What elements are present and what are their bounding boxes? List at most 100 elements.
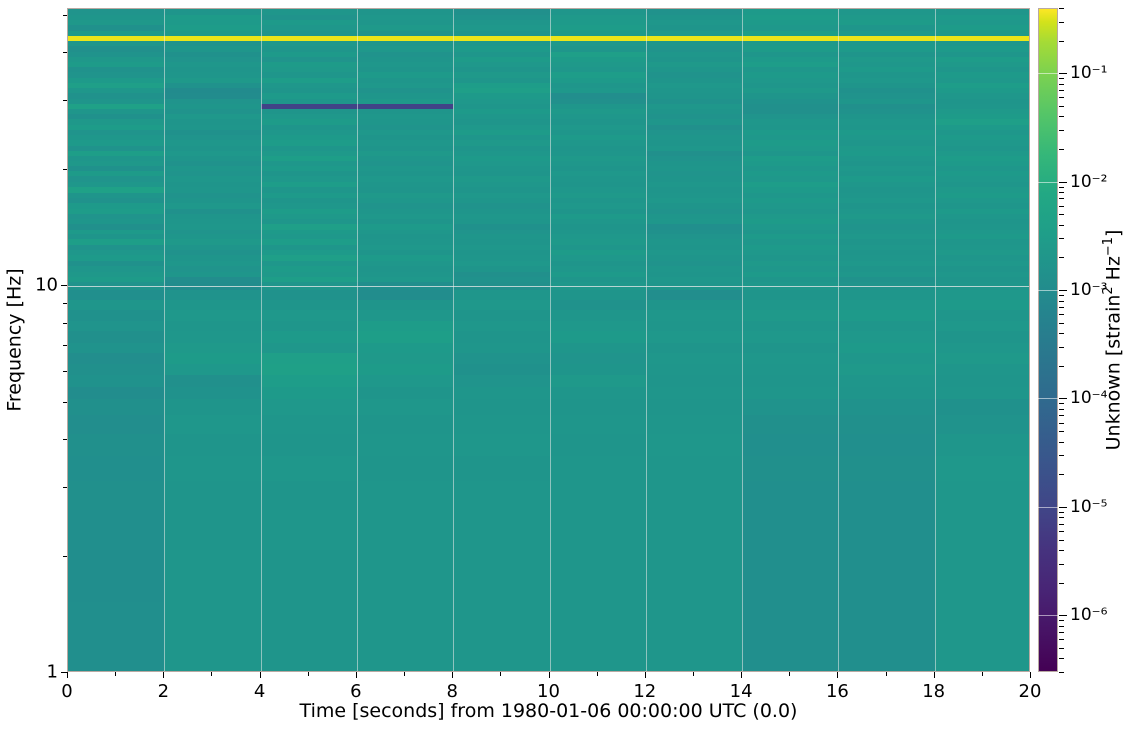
heatmap-cell — [260, 35, 358, 42]
heatmap-cell — [164, 399, 262, 416]
heatmap-cell — [453, 374, 551, 388]
heatmap-cell — [68, 310, 165, 322]
heatmap-cell — [549, 255, 647, 262]
heatmap-cell — [453, 160, 551, 167]
heatmap-cell — [164, 72, 262, 79]
y-axis-minor-tick — [63, 302, 67, 304]
heatmap-cell — [645, 234, 743, 240]
heatmap-cell — [164, 249, 262, 257]
heatmap-cell — [260, 56, 358, 63]
heatmap-cell — [742, 342, 839, 355]
heatmap-cell — [356, 601, 454, 671]
heatmap-cell — [164, 9, 262, 16]
heatmap-cell — [356, 255, 454, 262]
heatmap-cell — [742, 601, 839, 671]
heatmap-cell — [453, 187, 551, 194]
heatmap-cell — [838, 266, 936, 273]
heatmap-cell — [838, 160, 936, 167]
heatmap-cell — [453, 171, 551, 178]
heatmap-cell — [164, 218, 262, 225]
colorbar-minor-tick — [1059, 90, 1064, 92]
heatmap-cell — [260, 77, 358, 84]
heatmap-cell — [838, 203, 936, 210]
heatmap-cell — [549, 124, 647, 131]
colorbar-minor-tick — [1059, 322, 1064, 324]
heatmap-cell — [934, 281, 1029, 291]
x-axis-major-tick — [548, 672, 550, 678]
heatmap-cell — [934, 255, 1029, 262]
x-axis: 0 2 4 6 8 10 12 14 16 18 20 — [61, 672, 1041, 702]
heatmap-cell — [260, 150, 358, 157]
time-gridline — [838, 9, 840, 671]
heatmap-cell — [742, 124, 839, 131]
heatmap-cell — [453, 208, 551, 215]
heatmap-cell — [260, 342, 358, 355]
x-axis-tick-label: 16 — [825, 681, 849, 702]
heatmap-cell — [645, 261, 743, 267]
heatmap-cell — [453, 62, 551, 68]
heatmap-cell — [68, 331, 165, 344]
colorbar-minor-tick — [1059, 8, 1064, 9]
x-axis-major-tick — [741, 672, 743, 678]
heatmap-cell — [645, 266, 743, 273]
heatmap-cell — [164, 155, 262, 162]
heatmap-cell — [934, 62, 1029, 68]
heatmap-cell — [645, 414, 743, 435]
heatmap-cell — [260, 455, 358, 482]
heatmap-cell — [68, 41, 165, 47]
heatmap-cell — [934, 455, 1029, 482]
heatmap-cell — [645, 135, 743, 141]
heatmap-cell — [260, 255, 358, 262]
colorbar-major-tick — [1059, 290, 1067, 292]
heatmap-cell — [356, 281, 454, 291]
heatmap-cell — [742, 82, 839, 89]
heatmap-cell — [356, 181, 454, 188]
heatmap-cell — [549, 62, 647, 68]
heatmap-cell — [934, 374, 1029, 388]
colorbar-minor-tick — [1059, 455, 1064, 457]
heatmap-cell — [934, 271, 1029, 278]
heatmap-cell — [356, 98, 454, 105]
heatmap-cell — [645, 20, 743, 27]
heatmap-cell — [164, 150, 262, 157]
heatmap-cell — [838, 244, 936, 251]
heatmap-cell — [356, 455, 454, 482]
heatmap-cell — [645, 30, 743, 37]
y-axis-minor-tick — [63, 100, 67, 102]
heatmap-cell — [838, 9, 936, 16]
heatmap-cell — [549, 20, 647, 27]
heatmap-cell — [260, 550, 358, 603]
heatmap-cell — [164, 51, 262, 58]
heatmap-cell — [68, 218, 165, 225]
heatmap-cell — [742, 300, 839, 312]
colorbar-gradient — [1038, 8, 1058, 672]
y-axis-minor-tick — [63, 401, 67, 403]
heatmap-cell — [453, 197, 551, 205]
colorbar: 10⁻¹ 10⁻² 10⁻³ 10⁻⁴ 10⁻⁵ 10⁻⁶ — [1038, 8, 1107, 673]
heatmap-cell — [68, 98, 165, 105]
heatmap-cell — [260, 213, 358, 220]
heatmap-cell — [838, 509, 936, 551]
x-axis-major-tick — [163, 672, 165, 678]
heatmap-cell — [742, 229, 839, 235]
heatmap-cell — [453, 181, 551, 188]
colorbar-minor-tick — [1059, 431, 1064, 433]
heatmap-cell — [356, 124, 454, 131]
colorbar-minor-tick — [1059, 639, 1064, 641]
heatmap-cell — [453, 320, 551, 332]
heatmap-cell — [838, 234, 936, 240]
heatmap-cell — [934, 342, 1029, 355]
heatmap-cell — [260, 289, 358, 301]
heatmap-cell — [742, 130, 839, 136]
heatmap-cell — [260, 140, 358, 147]
heatmap-cell — [356, 224, 454, 231]
heatmap-cell — [838, 342, 936, 355]
heatmap-cell — [645, 98, 743, 105]
heatmap-cell — [742, 244, 839, 251]
heatmap-cell — [549, 363, 647, 376]
heatmap-cell — [742, 197, 839, 205]
heatmap-cell — [742, 261, 839, 267]
heatmap-cell — [453, 35, 551, 42]
heatmap-cell — [68, 213, 165, 220]
heatmap-cell — [838, 255, 936, 262]
